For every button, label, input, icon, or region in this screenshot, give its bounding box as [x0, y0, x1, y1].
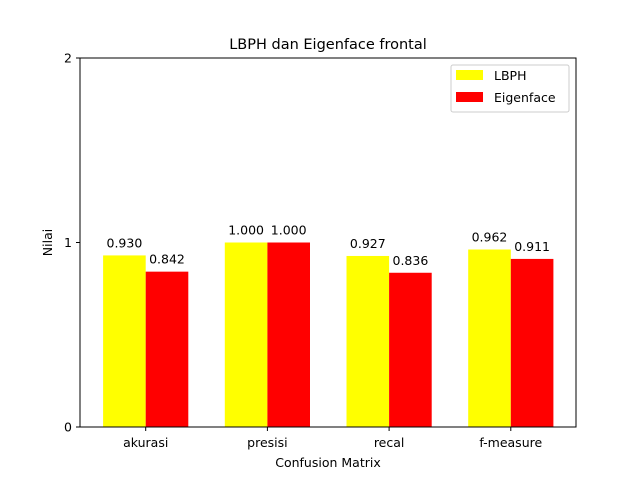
bars-group — [103, 242, 554, 427]
data-label-lbph-f-measure: 0.962 — [472, 230, 508, 245]
x-tick-label-akurasi: akurasi — [123, 435, 168, 450]
bar-eigenface-recal — [389, 272, 432, 427]
bar-eigenface-presisi — [267, 242, 310, 427]
data-label-eigenface-akurasi: 0.842 — [149, 252, 185, 267]
bar-eigenface-akurasi — [145, 271, 189, 427]
x-tick-label-recal: recal — [374, 435, 405, 450]
x-tick-label-f-measure: f-measure — [479, 435, 542, 450]
data-label-lbph-presisi: 1.000 — [228, 223, 264, 238]
legend-swatch-lbph — [456, 70, 483, 80]
x-tick-label-presisi: presisi — [247, 435, 287, 450]
data-label-lbph-recal: 0.927 — [350, 236, 386, 251]
legend: LBPH Eigenface — [450, 64, 570, 113]
y-axis-label: Nilai — [40, 229, 55, 256]
chart-title: LBPH dan Eigenface frontal — [229, 37, 427, 53]
y-tick-label-2: 2 — [64, 51, 72, 66]
bar-eigenface-f-measure — [510, 258, 554, 427]
y-tick-label-1: 1 — [64, 235, 72, 250]
data-label-lbph-akurasi: 0.930 — [107, 235, 143, 250]
data-labels-group: 0.930 1.000 0.927 0.962 0.842 1.000 0.836 0.911 — [107, 223, 550, 268]
x-axis: akurasi presisi recal f-measure — [123, 427, 542, 450]
legend-label-eigenface: Eigenface — [494, 90, 556, 105]
data-label-eigenface-recal: 0.836 — [393, 253, 429, 268]
y-axis: 0 1 2 — [64, 51, 80, 435]
bar-lbph-presisi — [224, 242, 268, 427]
legend-label-lbph: LBPH — [494, 68, 526, 83]
bar-lbph-recal — [346, 255, 390, 427]
x-axis-label: Confusion Matrix — [275, 455, 381, 470]
data-label-eigenface-presisi: 1.000 — [271, 223, 307, 238]
y-tick-label-0: 0 — [64, 420, 72, 435]
bar-lbph-f-measure — [468, 249, 511, 427]
bar-lbph-akurasi — [103, 255, 146, 427]
data-label-eigenface-f-measure: 0.911 — [514, 239, 550, 254]
legend-swatch-eigenface — [456, 92, 483, 102]
